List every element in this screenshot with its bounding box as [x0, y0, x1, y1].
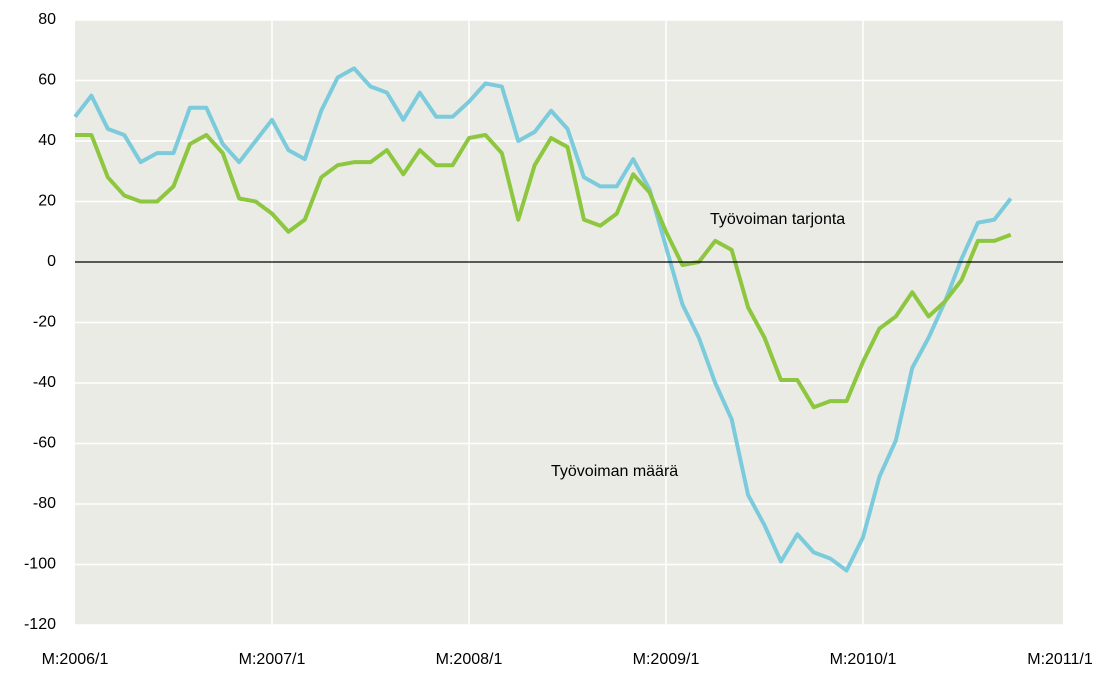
series-annotation: Työvoiman määrä	[551, 463, 678, 480]
y-tick-label: -80	[33, 495, 56, 512]
y-tick-label: 0	[47, 253, 56, 270]
y-tick-label: 20	[38, 193, 56, 210]
x-tick-label: M:2009/1	[633, 651, 700, 668]
data-line	[73, 66, 1013, 573]
x-tick-label: M:2011/1	[1027, 651, 1093, 668]
x-tick-label: M:2006/1	[42, 651, 109, 668]
data-line	[75, 132, 1012, 410]
x-tick-label: M:2007/1	[239, 651, 306, 668]
x-tick-label: M:2008/1	[436, 651, 503, 668]
y-tick-label: -100	[24, 556, 56, 573]
y-tick-label: -60	[33, 435, 56, 452]
y-tick-label: 40	[38, 132, 56, 149]
series-annotation: Työvoiman tarjonta	[710, 211, 845, 228]
y-tick-label: -40	[33, 374, 56, 391]
y-tick-label: -20	[33, 314, 56, 331]
x-tick-label: M:2010/1	[830, 651, 897, 668]
y-tick-label: 60	[38, 72, 56, 89]
y-tick-label: -120	[24, 616, 56, 633]
y-tick-label: 80	[38, 11, 56, 28]
